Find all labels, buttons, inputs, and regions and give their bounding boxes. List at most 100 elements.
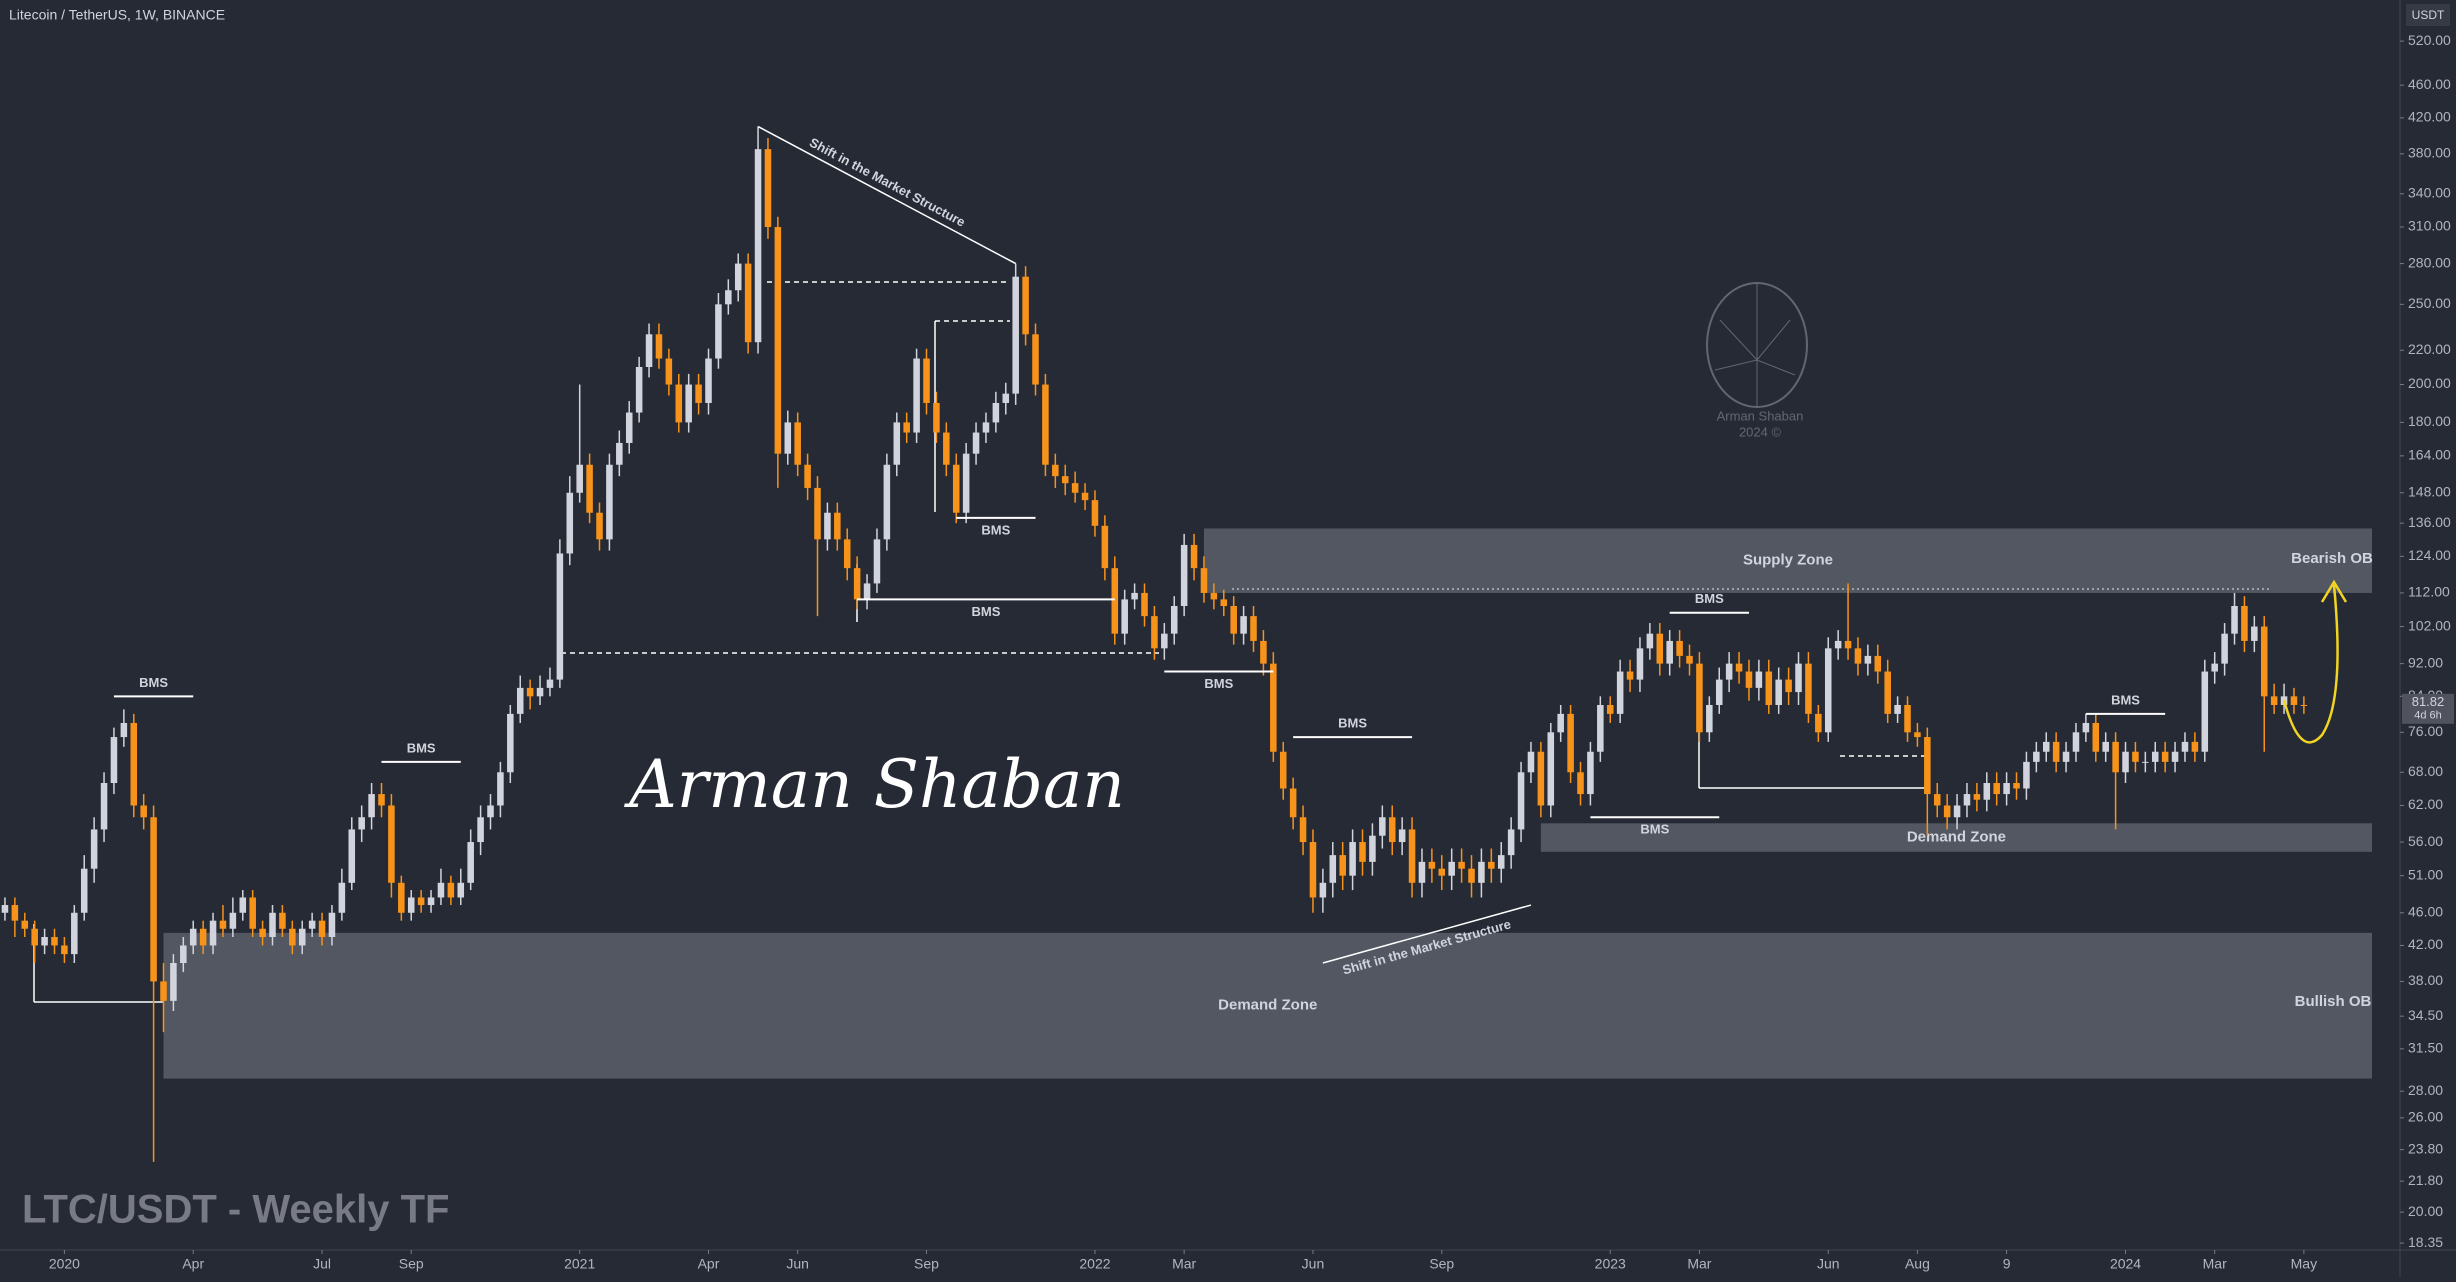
candle-body xyxy=(1260,640,1267,664)
candle-body xyxy=(1834,640,1842,649)
y-tick-label: 92.00 xyxy=(2408,654,2443,670)
candle-body xyxy=(467,842,474,883)
candle-body xyxy=(606,464,613,540)
candle-body xyxy=(219,920,227,929)
candle-body xyxy=(2201,671,2209,752)
y-tick-label: 200.00 xyxy=(2408,375,2451,391)
y-tick-label: 21.80 xyxy=(2408,1172,2443,1188)
zone-label: Demand Zone xyxy=(1218,997,1317,1014)
candle-body xyxy=(100,783,108,830)
candle-body xyxy=(1874,655,1882,672)
candle-body xyxy=(2181,741,2189,752)
projection-arrow xyxy=(2282,584,2339,744)
candle-body xyxy=(388,805,395,883)
candle-body xyxy=(774,227,782,454)
candle-body xyxy=(1973,794,1981,800)
candle-body xyxy=(1924,737,1931,795)
y-tick-label: 280.00 xyxy=(2408,254,2451,270)
candle-body xyxy=(1388,817,1396,843)
candle-body xyxy=(824,512,831,540)
y-tick-label: 46.00 xyxy=(2408,903,2443,919)
candle-body xyxy=(923,358,930,403)
candle-body xyxy=(1844,640,1852,649)
y-tick-label: 62.00 xyxy=(2408,796,2443,812)
x-tick-label: Aug xyxy=(1905,1256,1930,1272)
candle-body xyxy=(1884,671,1891,714)
candle-body xyxy=(1250,616,1257,641)
x-tick-label: Jun xyxy=(1302,1256,1325,1272)
y-tick-label: 68.00 xyxy=(2408,763,2443,779)
candle-body xyxy=(1458,861,1465,869)
zone xyxy=(1203,528,2372,593)
candle-body xyxy=(1329,855,1337,883)
y-tick-label: 31.50 xyxy=(2408,1040,2443,1056)
candle-body xyxy=(1904,704,1911,733)
candle-body xyxy=(1537,751,1545,806)
candle-body xyxy=(150,817,157,982)
x-tick-label: May xyxy=(2291,1256,2317,1272)
candle-body xyxy=(199,928,207,946)
candle-body xyxy=(1210,592,1218,600)
bms-label: BMS xyxy=(1338,716,1367,731)
candle-body xyxy=(457,882,465,898)
y-tick-label: 26.00 xyxy=(2408,1109,2443,1125)
candle-body xyxy=(279,912,286,929)
shift-line xyxy=(757,125,1017,265)
candle-body xyxy=(982,422,990,433)
candle-body xyxy=(160,981,167,1001)
symbol: Litecoin / TetherUS, 1W, BINANCE xyxy=(9,7,225,23)
candle-body xyxy=(1151,616,1158,649)
candle-body xyxy=(189,928,197,946)
logo-lines xyxy=(1714,283,1796,407)
bms-label: BMS xyxy=(981,522,1010,537)
candle-body xyxy=(1587,751,1594,795)
y-tick-label: 148.00 xyxy=(2408,483,2451,499)
candle-body xyxy=(1497,855,1505,869)
candle-body xyxy=(80,868,88,913)
currency: USDT xyxy=(2412,8,2445,22)
candle-body xyxy=(1735,663,1743,672)
candle-body xyxy=(665,358,673,385)
candle-body xyxy=(1428,861,1436,869)
bms-label: BMS xyxy=(1640,822,1669,837)
candle-body xyxy=(1022,276,1029,335)
y-tick-label: 164.00 xyxy=(2408,447,2451,463)
bullish-ob-label: Bullish OB xyxy=(2295,993,2372,1010)
candle-body xyxy=(1577,772,1584,795)
candle-body xyxy=(1349,842,1356,876)
y-tick-label: 56.00 xyxy=(2408,833,2443,849)
x-tick-label: Jun xyxy=(1817,1256,1840,1272)
candle-body xyxy=(1190,544,1198,569)
y-tick-label: 28.00 xyxy=(2408,1082,2443,1098)
candle-body xyxy=(1488,861,1495,869)
candle-body xyxy=(1230,606,1237,634)
y-tick-label: 380.00 xyxy=(2408,145,2451,161)
candle-body xyxy=(536,687,544,697)
candle-body xyxy=(2260,626,2268,697)
candle-body xyxy=(814,487,821,540)
candle-body xyxy=(873,539,881,584)
candle-body xyxy=(1052,464,1059,477)
candle-body xyxy=(1795,663,1802,693)
candle-body xyxy=(596,512,603,540)
candle-body xyxy=(2290,696,2298,705)
candle-body xyxy=(2231,606,2238,634)
y-tick-label: 23.80 xyxy=(2408,1140,2443,1156)
candle-body xyxy=(705,358,712,403)
candle-body xyxy=(2211,663,2218,672)
candle-body xyxy=(903,422,910,433)
candle-body xyxy=(209,920,217,946)
candle-body xyxy=(1983,783,1991,800)
candle-body xyxy=(1864,655,1872,664)
candle-body xyxy=(1597,704,1604,752)
candle-body xyxy=(130,722,138,806)
candle-body xyxy=(1894,704,1901,714)
candle-body xyxy=(1706,704,1713,733)
candle-body xyxy=(1012,276,1019,394)
candle-body xyxy=(1468,868,1475,883)
candle-body xyxy=(1032,334,1039,385)
candle-body xyxy=(427,897,435,906)
candle-body xyxy=(2241,606,2248,641)
x-tick-label: Jun xyxy=(786,1256,809,1272)
